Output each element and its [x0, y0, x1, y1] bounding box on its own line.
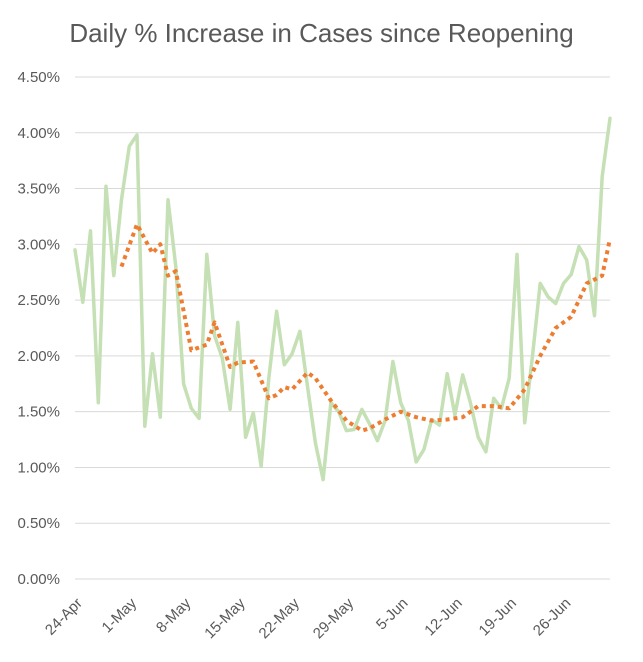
x-tick-label: 12-Jun — [421, 595, 465, 639]
y-tick-label: 1.50% — [17, 404, 60, 421]
y-tick-label: 0.00% — [17, 571, 60, 588]
y-tick-label: 3.50% — [17, 181, 60, 198]
y-tick-label: 2.50% — [17, 292, 60, 309]
y-tick-label: 0.50% — [17, 515, 60, 532]
series-group — [73, 116, 612, 482]
chart-title: Daily % Increase in Cases since Reopenin… — [69, 18, 574, 48]
x-tick-label: 19-Jun — [476, 595, 520, 639]
series-line-1 — [73, 116, 612, 482]
x-tick-label: 1-May — [99, 594, 141, 636]
x-axis-ticks: 24-Apr 1-May 8-May 15-May 22-May 29-May 5-Jun 1… — [42, 594, 574, 642]
x-tick-label: 24-Apr — [42, 595, 86, 639]
x-tick-label: 5-Jun — [373, 595, 412, 634]
y-tick-label: 1.00% — [17, 459, 60, 476]
y-tick-label: 4.50% — [17, 69, 60, 86]
y-tick-label: 2.00% — [17, 348, 60, 365]
gridlines — [75, 76, 610, 580]
x-tick-label: 26-Jun — [530, 595, 574, 639]
y-axis-ticks: 0.00% 0.50% 1.00% 1.50% 2.00% 2.50% 3.00% 3.50%… — [17, 69, 60, 588]
y-tick-label: 4.00% — [17, 125, 60, 142]
x-tick-label: 29-May — [310, 594, 358, 642]
x-tick-label: 8-May — [153, 594, 195, 636]
x-tick-label: 15-May — [201, 594, 249, 642]
y-tick-label: 3.00% — [17, 236, 60, 253]
x-tick-label: 22-May — [256, 594, 304, 642]
